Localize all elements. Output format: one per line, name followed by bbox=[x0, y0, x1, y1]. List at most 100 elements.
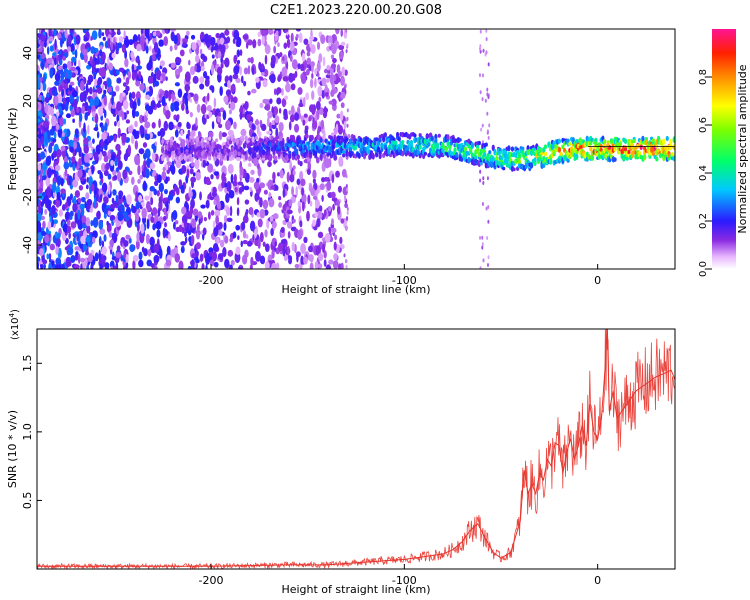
heatmap-cell bbox=[145, 233, 150, 245]
heatmap-cell bbox=[45, 176, 51, 187]
heatmap-cell bbox=[42, 73, 47, 84]
y-tick-label: 0 bbox=[21, 146, 34, 153]
heatmap-cell bbox=[115, 50, 119, 55]
heatmap-cell bbox=[272, 220, 277, 229]
heatmap-cell bbox=[481, 242, 484, 247]
heatmap-cell bbox=[484, 142, 488, 147]
heatmap-cell bbox=[93, 72, 97, 80]
heatmap-cell bbox=[336, 200, 341, 207]
heatmap-cell bbox=[85, 184, 89, 190]
heatmap-cell bbox=[189, 98, 192, 103]
colorbar-tick-label: 0.6 bbox=[698, 117, 709, 133]
heatmap-cell bbox=[94, 252, 99, 262]
heatmap-cell bbox=[44, 135, 48, 145]
heatmap-cell bbox=[138, 71, 142, 80]
heatmap-cell bbox=[83, 144, 89, 154]
heatmap-cell bbox=[340, 41, 346, 46]
heatmap-cell bbox=[75, 251, 79, 256]
heatmap-cell bbox=[481, 140, 484, 145]
heatmap-cell bbox=[217, 253, 224, 261]
heatmap-cell bbox=[228, 189, 235, 199]
heatmap-cell bbox=[324, 233, 331, 243]
heatmap-cell bbox=[247, 39, 253, 46]
heatmap-cell bbox=[249, 264, 253, 269]
heatmap-cell bbox=[99, 228, 106, 235]
heatmap-cell bbox=[485, 37, 488, 42]
x-tick-label: -100 bbox=[392, 274, 417, 287]
heatmap-cell bbox=[136, 65, 143, 70]
heatmap-cell bbox=[316, 41, 321, 50]
heatmap-cell bbox=[77, 197, 82, 204]
heatmap-cell bbox=[223, 156, 227, 161]
heatmap-cell bbox=[269, 98, 273, 104]
heatmap-cell bbox=[248, 206, 254, 216]
heatmap-cell bbox=[392, 137, 396, 142]
heatmap-cell bbox=[167, 233, 171, 242]
heatmap-cell bbox=[275, 30, 279, 36]
heatmap-cell bbox=[254, 119, 260, 126]
heatmap-cell bbox=[163, 36, 169, 47]
figure-title: C2E1.2023.220.00.20.G08 bbox=[270, 3, 442, 18]
heatmap-cell bbox=[306, 63, 311, 69]
heatmap-cell bbox=[134, 154, 140, 166]
heatmap-cell bbox=[306, 210, 310, 222]
heatmap-cell bbox=[224, 258, 230, 269]
heatmap-cell bbox=[170, 62, 176, 69]
spectrogram-y-label: Frequency (Hz) bbox=[6, 108, 19, 191]
heatmap-cell bbox=[157, 207, 161, 217]
heatmap-cell bbox=[453, 147, 457, 154]
x-tick-label: 0 bbox=[594, 574, 601, 587]
heatmap-cell bbox=[291, 186, 295, 196]
heatmap-cell bbox=[128, 170, 133, 176]
heatmap-cell bbox=[301, 52, 306, 62]
heatmap-cell bbox=[208, 131, 214, 138]
heatmap-cell bbox=[233, 121, 237, 130]
heatmap-cell bbox=[145, 94, 150, 100]
heatmap-cell bbox=[121, 43, 126, 53]
heatmap-cell bbox=[131, 63, 135, 75]
heatmap-cell bbox=[309, 262, 314, 269]
heatmap-cell bbox=[41, 174, 47, 180]
x-tick-label: -100 bbox=[392, 574, 417, 587]
heatmap-cell bbox=[170, 248, 177, 258]
heatmap-cell bbox=[90, 263, 94, 269]
heatmap-cell bbox=[287, 231, 291, 239]
heatmap-cell bbox=[183, 92, 188, 100]
heatmap-cell bbox=[479, 29, 482, 34]
heatmap-cell bbox=[109, 214, 116, 221]
heatmap-cell bbox=[244, 100, 248, 111]
heatmap-cell bbox=[132, 254, 139, 262]
heatmap-cell bbox=[265, 104, 271, 111]
heatmap-cell bbox=[481, 73, 484, 78]
heatmap-cell bbox=[199, 253, 204, 262]
heatmap-cell bbox=[287, 245, 290, 256]
heatmap-cell bbox=[158, 39, 165, 47]
heatmap-cell bbox=[627, 149, 631, 155]
heatmap-cell bbox=[73, 98, 78, 106]
heatmap-cell bbox=[40, 215, 46, 221]
heatmap-cell bbox=[94, 48, 99, 53]
heatmap-cell bbox=[103, 109, 107, 119]
heatmap-cell bbox=[82, 48, 88, 56]
heatmap-cell bbox=[100, 66, 107, 78]
heatmap-cell bbox=[158, 248, 163, 259]
heatmap-cell bbox=[180, 129, 184, 137]
heatmap-cell bbox=[123, 30, 126, 39]
heatmap-cell bbox=[47, 167, 52, 179]
heatmap-cell bbox=[238, 187, 243, 194]
heatmap-cell bbox=[487, 263, 490, 268]
heatmap-cell bbox=[151, 143, 156, 150]
heatmap-cell bbox=[43, 263, 46, 269]
heatmap-cell bbox=[268, 142, 273, 148]
heatmap-cell bbox=[314, 154, 318, 159]
heatmap-cell bbox=[71, 90, 78, 98]
heatmap-cell bbox=[195, 54, 200, 63]
colorbar-tick-label: 0.8 bbox=[698, 69, 709, 85]
heatmap-cell bbox=[310, 134, 314, 141]
heatmap-cell bbox=[90, 46, 96, 54]
heatmap-cell bbox=[321, 176, 326, 183]
heatmap-cell bbox=[623, 147, 628, 152]
heatmap-cell bbox=[672, 155, 675, 162]
heatmap-cell bbox=[93, 127, 99, 132]
heatmap-cell bbox=[168, 89, 173, 95]
